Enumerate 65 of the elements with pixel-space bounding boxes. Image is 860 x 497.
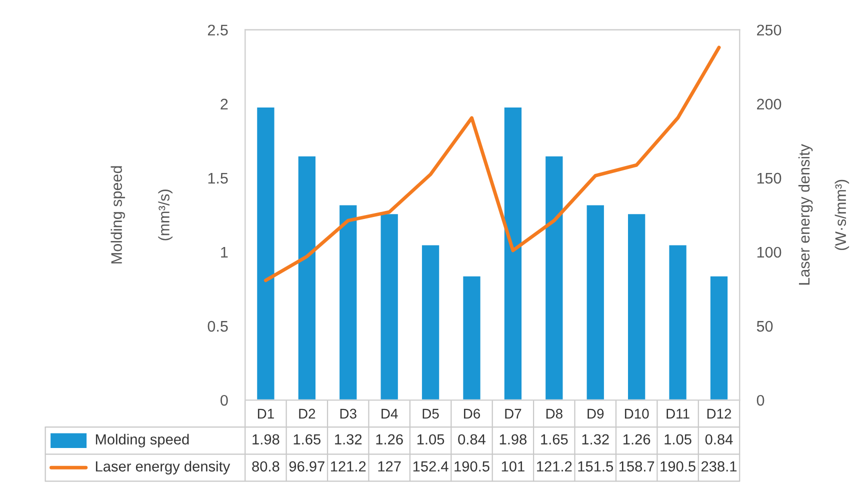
x-tick-label: D2: [299, 408, 316, 418]
data-label: 190.5: [454, 461, 490, 472]
data-label: 1.32: [582, 434, 609, 445]
data-label: 1.05: [664, 434, 692, 445]
bar: [256, 106, 276, 400]
data-label: 1.26: [376, 434, 403, 445]
data-label: 0.84: [458, 434, 486, 445]
y2-tick-label: 150: [757, 172, 782, 184]
data-label: 1.05: [417, 434, 444, 445]
y-tick-label: 1: [221, 247, 228, 258]
x-tick-label: D3: [340, 408, 356, 419]
x-tick-label: D12: [707, 408, 732, 418]
x-tick-label: D11: [666, 408, 690, 418]
bar: [379, 212, 400, 400]
x-tick-label: D9: [588, 408, 604, 419]
bar: [296, 155, 317, 400]
y-tick-label: 1.5: [208, 172, 228, 184]
data-label: 1.98: [500, 434, 527, 445]
bar: [502, 106, 523, 400]
bar: [626, 212, 647, 400]
y2-tick-label: 250: [757, 24, 782, 36]
bar: [420, 244, 441, 400]
data-label: 1.65: [294, 434, 320, 445]
data-label: 121.2: [537, 461, 572, 472]
data-label: 0.84: [705, 434, 733, 445]
text: Laser energy density (W·s/mm³): [798, 144, 850, 285]
data-label: 101: [502, 461, 524, 472]
bar: [462, 274, 482, 400]
x-tick-label: D10: [624, 408, 649, 419]
y-tick-label: 2.5: [208, 24, 228, 36]
data-label: 80.8: [252, 461, 280, 472]
y-tick-label: 0: [220, 394, 228, 406]
data-label: 127: [378, 461, 401, 472]
x-tick-label: D1: [258, 408, 274, 418]
y2-tick-label: 0: [756, 394, 764, 406]
y2-tick-label: 50: [756, 320, 773, 332]
legend-label: Molding speed: [96, 434, 189, 448]
y2-tick-label: 200: [757, 98, 782, 110]
y-tick-label: 0.5: [208, 320, 228, 332]
bar: [585, 204, 606, 400]
y-tick-label: 2: [220, 98, 228, 110]
data-label: 152.4: [413, 461, 448, 472]
data-label: 121.2: [330, 461, 366, 472]
bar: [544, 155, 564, 400]
data-label: 1.26: [624, 434, 650, 445]
data-label: 1.65: [541, 434, 568, 445]
data-label: 1.98: [252, 434, 280, 445]
data-label: 238.1: [701, 461, 737, 472]
x-tick-label: D7: [505, 408, 522, 418]
bar: [709, 274, 729, 400]
data-label: 190.5: [660, 461, 696, 472]
x-tick-label: D8: [546, 408, 562, 419]
x-tick-label: D5: [422, 408, 439, 419]
data-label: 151.5: [578, 461, 614, 472]
text: Molding speed (mm³/s): [110, 166, 172, 264]
legend-label: Laser energy density: [96, 460, 230, 474]
bar: [668, 244, 688, 400]
x-tick-label: D4: [382, 408, 398, 418]
data-label: 96.97: [289, 461, 324, 472]
data-label: 158.7: [619, 461, 654, 472]
y2-tick-label: 100: [757, 246, 782, 258]
data-label: 1.32: [335, 434, 362, 445]
x-tick-label: D6: [464, 408, 480, 419]
line-series: [264, 46, 721, 282]
bar: [338, 204, 358, 400]
